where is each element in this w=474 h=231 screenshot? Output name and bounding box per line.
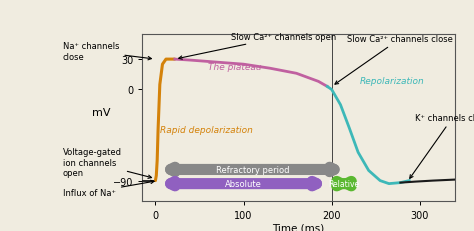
Text: Rapid depolarization: Rapid depolarization: [160, 125, 253, 134]
Y-axis label: mV: mV: [92, 108, 111, 118]
Text: Slow Ca²⁺ channels close: Slow Ca²⁺ channels close: [335, 35, 453, 85]
Text: K⁺ channels close: K⁺ channels close: [410, 113, 474, 179]
Text: Slow Ca²⁺ channels open: Slow Ca²⁺ channels open: [179, 33, 336, 60]
Text: Absolute: Absolute: [225, 179, 262, 188]
Text: Voltage-gated
ion channels
open: Voltage-gated ion channels open: [63, 148, 152, 179]
Text: The plateau: The plateau: [208, 63, 262, 72]
Text: Refractory period: Refractory period: [216, 165, 289, 174]
X-axis label: Time (ms): Time (ms): [273, 223, 325, 231]
Text: Na⁺ channels
close: Na⁺ channels close: [63, 42, 151, 61]
Text: Influx of Na⁺: Influx of Na⁺: [63, 180, 154, 197]
Text: Repolarization: Repolarization: [360, 77, 425, 86]
Text: Relative: Relative: [328, 179, 360, 188]
